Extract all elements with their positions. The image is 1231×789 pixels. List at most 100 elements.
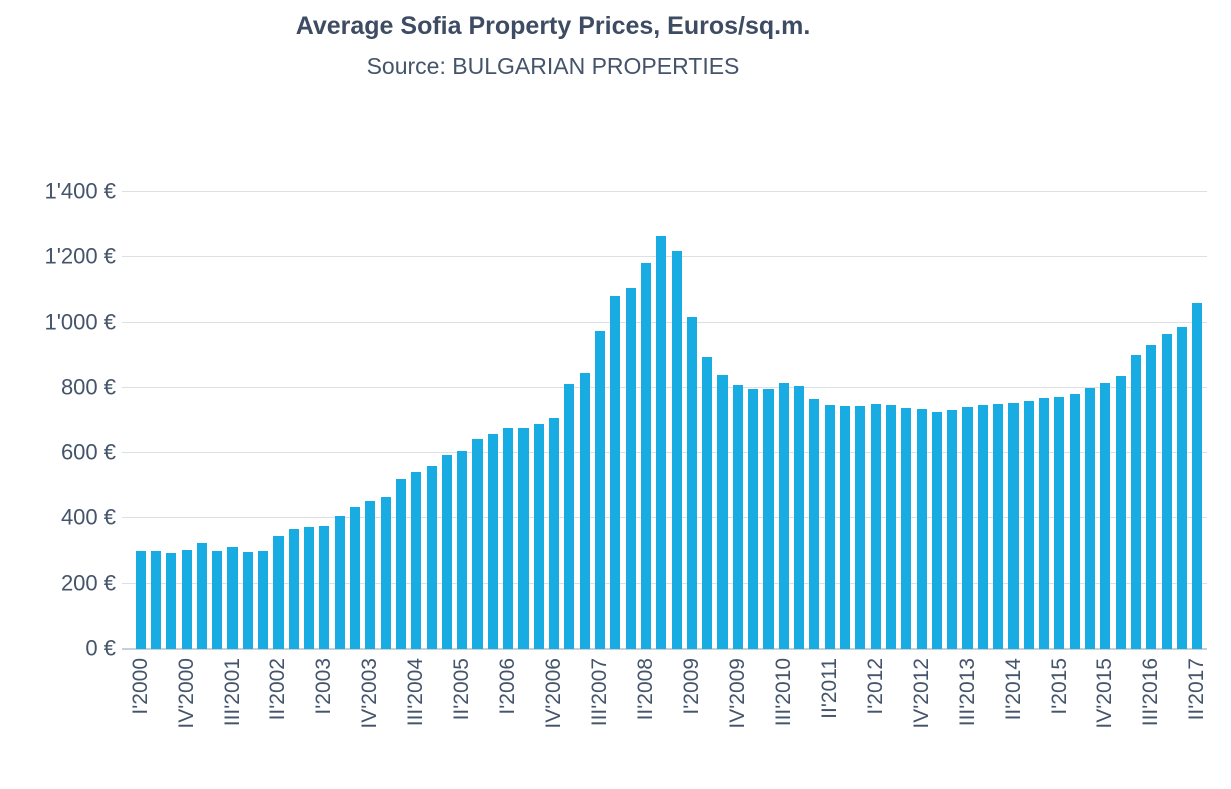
bar-IV'2006 (549, 417, 560, 649)
bar-I'2017 (1176, 326, 1187, 649)
x-tick-label: I'2015 (1047, 658, 1071, 715)
bar-slot (883, 192, 898, 649)
bar-IV'2004 (426, 466, 437, 649)
bar-III'2008 (656, 236, 667, 649)
bar-slot (1006, 192, 1021, 649)
bar-II'2002 (273, 535, 284, 649)
bar-slot (700, 192, 715, 649)
bar-slot (409, 192, 424, 649)
bar-slot (1113, 192, 1128, 649)
x-tick-label: IV'2003 (358, 658, 382, 729)
x-tick-label: I'2003 (312, 658, 336, 715)
bar-IV'2013 (977, 404, 988, 649)
bar-II'2008 (640, 263, 652, 649)
bar-I'2016 (1115, 375, 1126, 649)
bar-II'2011 (824, 404, 835, 649)
bar-slot (546, 192, 561, 649)
bar-III'2006 (533, 424, 544, 649)
bar-slot (164, 192, 179, 649)
bar-slot (1128, 192, 1143, 649)
bar-slot (301, 192, 316, 649)
bar-II'2003 (334, 516, 345, 649)
bar-III'2011 (839, 406, 851, 649)
bar-IV'2009 (732, 384, 743, 649)
bar-slot (332, 192, 347, 649)
bars (133, 192, 1205, 649)
bar-I'2004 (380, 496, 391, 649)
bar-II'2006 (518, 427, 529, 649)
bar-slot (271, 192, 286, 649)
x-tick-label: I'2009 (679, 658, 703, 715)
x-tick-label: II'2005 (450, 658, 474, 721)
x-tick-label: II'2008 (634, 658, 658, 721)
bar-III'2005 (472, 438, 483, 649)
x-axis-line (122, 648, 1207, 650)
bar-II'2010 (763, 389, 774, 649)
bar-IV'2002 (304, 527, 315, 649)
bar-slot (1174, 192, 1189, 649)
x-tick-label: III'2001 (220, 658, 244, 727)
bar-slot (470, 192, 485, 649)
plot-area: 0 € 200 € 400 € 600 € 800 € 1'000 € 1'200 € 1'4… (45, 178, 1209, 728)
bar-II'2013 (947, 409, 958, 649)
bar-slot (179, 192, 194, 649)
bar-I'2005 (441, 454, 452, 649)
bar-slot (562, 192, 577, 649)
bar-IV'2015 (1100, 383, 1111, 649)
bar-slot (194, 192, 209, 649)
bar-I'2003 (319, 526, 330, 649)
x-tick-label: II'2017 (1185, 658, 1209, 721)
bar-slot (1159, 192, 1174, 649)
bar-slot (715, 192, 730, 649)
bar-III'2014 (1023, 400, 1034, 649)
bar-II'2009 (702, 357, 713, 649)
y-tick-label: 0 € (85, 635, 116, 661)
x-tick-label: IV'2006 (542, 658, 566, 729)
bar-slot (516, 192, 531, 649)
bar-I'2013 (931, 411, 942, 649)
bar-II'2015 (1069, 393, 1080, 649)
bar-slot (761, 192, 776, 649)
bar-III'2015 (1084, 388, 1096, 649)
bar-slot (791, 192, 806, 649)
bar-III'2016 (1146, 345, 1157, 649)
chart-header: Average Sofia Property Prices, Euros/sq.… (0, 12, 1106, 80)
x-tick-label: II'2011 (817, 658, 841, 719)
bar-III'2001 (227, 547, 238, 649)
bar-IV'2007 (610, 295, 621, 649)
x-tick-label: III'2004 (404, 658, 428, 727)
bar-slot (608, 192, 623, 649)
bar-slot (776, 192, 791, 649)
bar-IV'2014 (1039, 398, 1050, 649)
bar-slot (853, 192, 868, 649)
bar-slot (286, 192, 301, 649)
bar-slot (945, 192, 960, 649)
bar-slot (1098, 192, 1113, 649)
bar-slot (455, 192, 470, 649)
bar-slot (975, 192, 990, 649)
bar-slot (347, 192, 362, 649)
bar-slot (669, 192, 684, 649)
bar-slot (991, 192, 1006, 649)
x-tick-label: III'2013 (955, 658, 979, 727)
bar-II'2007 (579, 373, 590, 649)
bar-slot (210, 192, 225, 649)
bar-I'2002 (258, 551, 269, 649)
bar-slot (225, 192, 240, 649)
bar-slot (807, 192, 822, 649)
bar-slot (929, 192, 944, 649)
bar-I'2000 (135, 551, 146, 649)
y-tick-label: 1'400 € (44, 178, 117, 204)
bar-II'2001 (212, 551, 223, 649)
chart-title: Average Sofia Property Prices, Euros/sq.… (295, 12, 811, 40)
x-tick-label: I'2006 (496, 658, 520, 715)
bar-slot (638, 192, 653, 649)
x-tick-label: III'2007 (588, 658, 612, 727)
bar-IV'2011 (855, 406, 866, 649)
x-tick-label: II'2014 (1001, 658, 1025, 721)
bar-I'2008 (625, 287, 636, 649)
x-tick-label: IV'2000 (174, 658, 198, 729)
y-tick-label: 1'000 € (44, 309, 117, 335)
bar-II'2005 (457, 450, 468, 649)
bar-slot (837, 192, 852, 649)
